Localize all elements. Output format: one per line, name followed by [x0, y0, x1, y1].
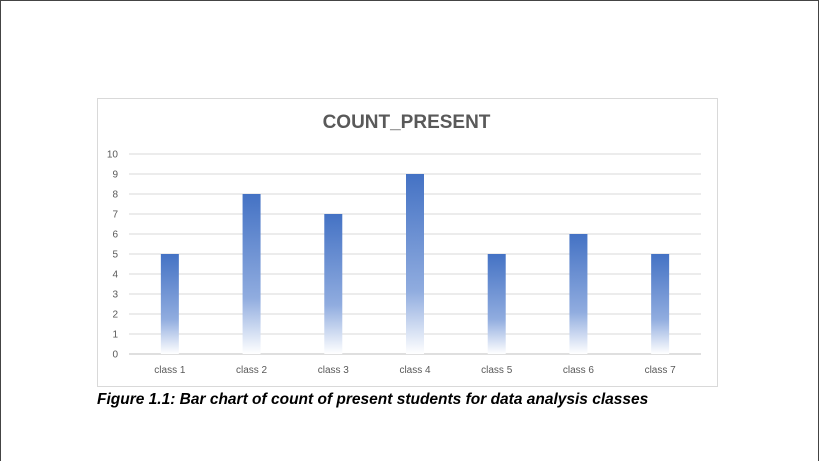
y-tick-label: 2: [112, 310, 118, 321]
bar-class-2[interactable]: [242, 194, 261, 354]
y-tick-label: 9: [112, 170, 118, 181]
x-tick-label: class 2: [236, 365, 268, 376]
bar-class-6[interactable]: [569, 234, 588, 354]
x-axis-tick-labels: class 1 class 2 class 3 class 4 class 5 class…: [154, 365, 676, 376]
x-tick-label: class 5: [481, 365, 513, 376]
y-tick-label: 1: [112, 330, 118, 341]
bar-class-7[interactable]: [651, 254, 670, 354]
bars: [160, 174, 670, 354]
x-tick-label: class 7: [645, 365, 677, 376]
figure-caption: Figure 1.1: Bar chart of count of presen…: [97, 391, 649, 408]
x-tick-label: class 3: [318, 365, 350, 376]
chart-title: COUNT_PRESENT: [322, 112, 491, 133]
bar-class-4[interactable]: [406, 174, 424, 354]
bar-class-5[interactable]: [487, 254, 506, 354]
x-tick-label: class 1: [154, 365, 186, 376]
y-tick-label: 8: [112, 190, 118, 201]
x-tick-label: class 4: [399, 365, 431, 376]
x-tick-label: class 6: [563, 365, 595, 376]
y-tick-label: 10: [107, 150, 119, 161]
y-tick-label: 6: [112, 230, 118, 241]
y-tick-label: 7: [112, 210, 118, 221]
y-tick-label: 0: [112, 350, 118, 361]
y-axis-tick-labels: 0 1 2 3 4 5 6 7 8 9 10: [107, 150, 119, 361]
y-tick-label: 3: [112, 290, 118, 301]
y-tick-label: 4: [112, 270, 118, 281]
bar-class-3[interactable]: [324, 214, 343, 354]
y-tick-label: 5: [112, 250, 118, 261]
bar-class-1[interactable]: [160, 254, 179, 354]
